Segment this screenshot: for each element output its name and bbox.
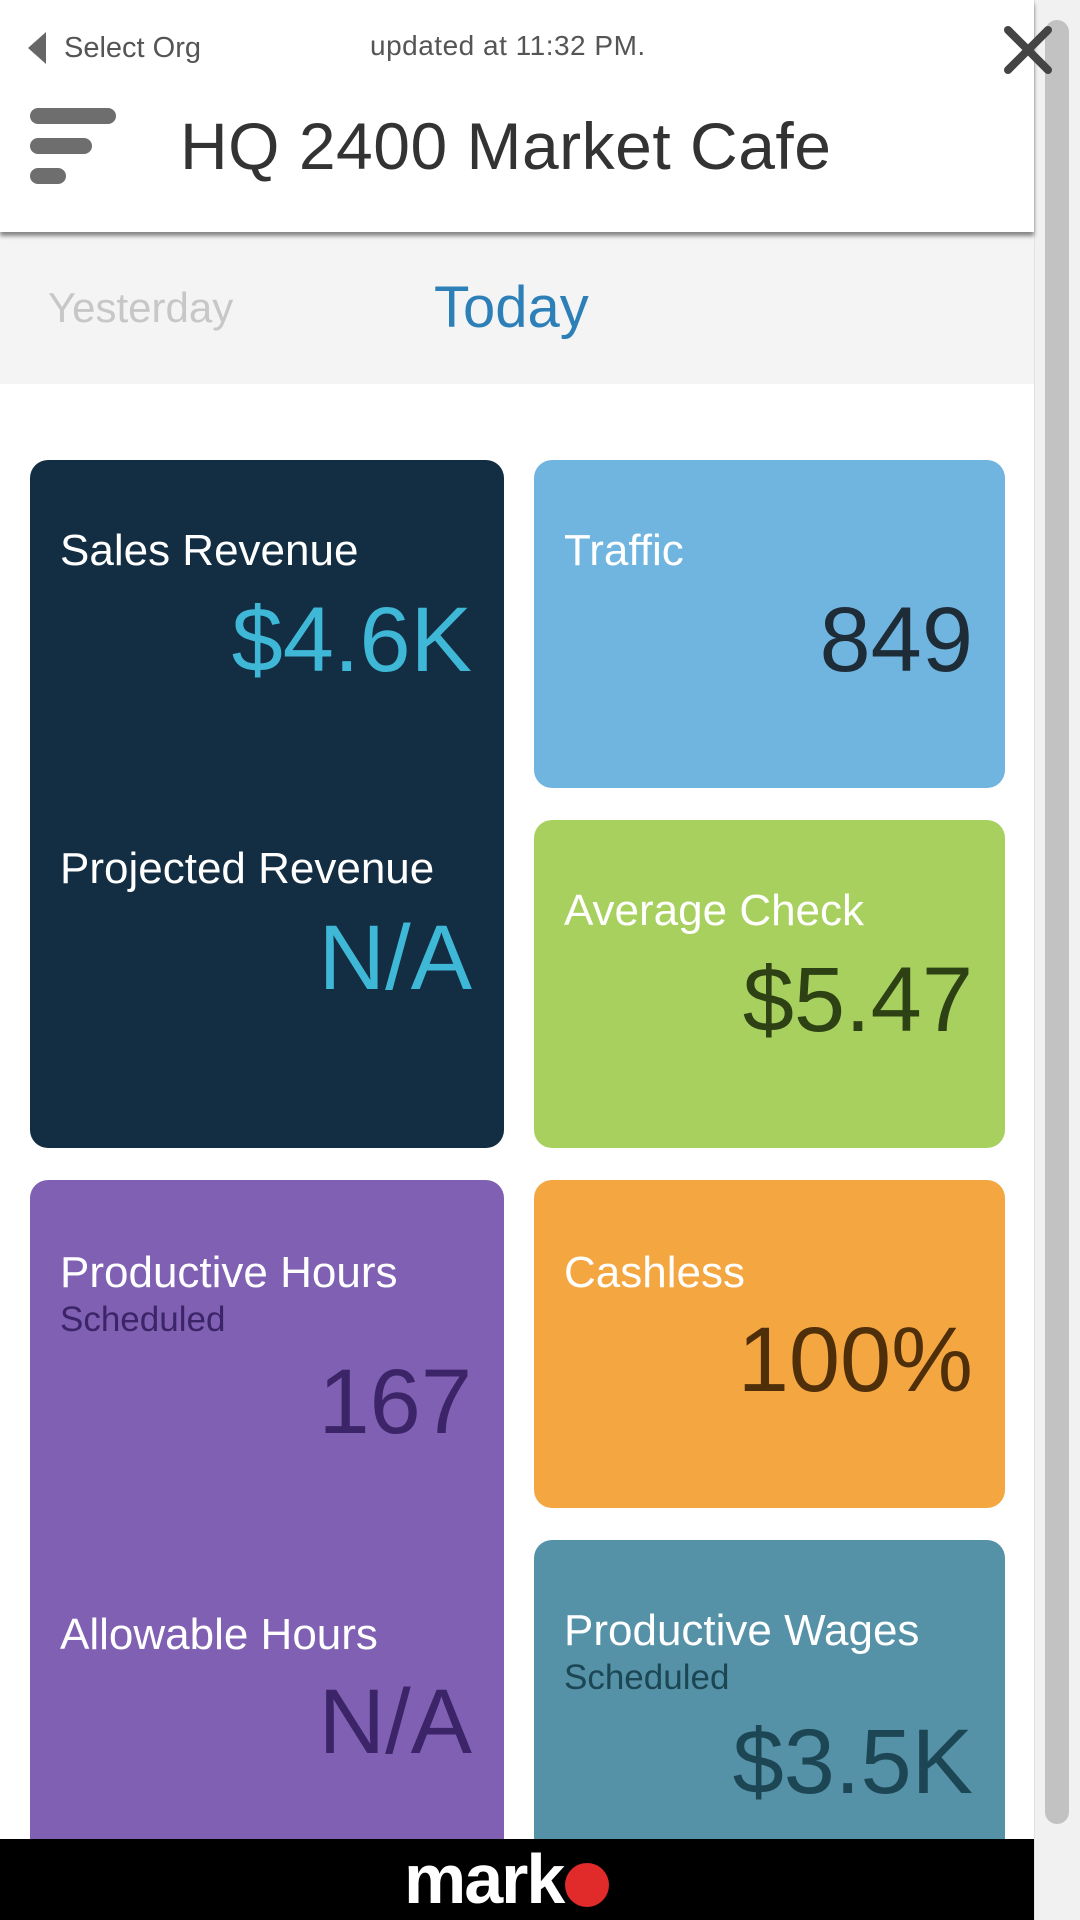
tab-yesterday[interactable]: Yesterday bbox=[48, 284, 234, 331]
allowable-hours-label: Allowable Hours bbox=[60, 1610, 378, 1659]
cashless-card[interactable]: Cashless 100% bbox=[534, 1180, 1005, 1508]
menu-icon[interactable] bbox=[30, 108, 116, 188]
close-icon[interactable] bbox=[1002, 24, 1054, 76]
productive-wages-sublabel: Scheduled bbox=[564, 1658, 730, 1697]
traffic-value: 849 bbox=[819, 589, 974, 691]
productive-hours-label: Productive Hours bbox=[60, 1248, 398, 1297]
traffic-card[interactable]: Traffic 849 bbox=[534, 460, 1005, 788]
brand-dot-icon bbox=[565, 1863, 610, 1907]
productive-hours-card[interactable]: Productive Hours Scheduled 167 Allowable… bbox=[30, 1180, 504, 1880]
brand-wordmark: mark bbox=[404, 1840, 565, 1918]
page-title: HQ 2400 Market Cafe bbox=[180, 109, 832, 183]
day-tabs: Yesterday Today bbox=[0, 232, 1034, 384]
allowable-hours-value: N/A bbox=[318, 1671, 472, 1773]
scrollbar-thumb[interactable] bbox=[1045, 20, 1069, 1824]
select-org-label: Select Org bbox=[64, 31, 201, 64]
sales-revenue-label: Sales Revenue bbox=[60, 526, 359, 575]
productive-wages-value: $3.5K bbox=[732, 1711, 973, 1813]
menu-bar-2 bbox=[30, 138, 92, 154]
brand-logo: mark bbox=[404, 1840, 610, 1918]
cashless-value: 100% bbox=[737, 1309, 973, 1411]
scrollbar-track[interactable] bbox=[1034, 0, 1080, 1920]
productive-wages-card[interactable]: Productive Wages Scheduled $3.5K bbox=[534, 1540, 1005, 1920]
sales-revenue-value: $4.6K bbox=[231, 589, 472, 691]
menu-bar-3 bbox=[30, 168, 66, 184]
average-check-label: Average Check bbox=[564, 886, 865, 935]
menu-bar-1 bbox=[30, 108, 116, 124]
productive-hours-value: 167 bbox=[318, 1351, 473, 1453]
average-check-value: $5.47 bbox=[742, 949, 973, 1051]
projected-revenue-label: Projected Revenue bbox=[60, 844, 435, 893]
top-bar: Select Org updated at 11:32 PM. HQ 2400 … bbox=[0, 0, 1034, 232]
projected-revenue-value: N/A bbox=[318, 907, 472, 1009]
tab-today[interactable]: Today bbox=[434, 275, 589, 340]
average-check-card[interactable]: Average Check $5.47 bbox=[534, 820, 1005, 1148]
sales-revenue-card[interactable]: Sales Revenue $4.6K Projected Revenue N/… bbox=[30, 460, 504, 1148]
productive-hours-sublabel: Scheduled bbox=[60, 1300, 226, 1339]
productive-wages-label: Productive Wages bbox=[564, 1606, 920, 1655]
footer-bar: mark bbox=[0, 1839, 1034, 1920]
traffic-label: Traffic bbox=[564, 526, 684, 575]
select-org-button[interactable]: Select Org bbox=[28, 28, 201, 68]
cashless-label: Cashless bbox=[564, 1248, 745, 1297]
back-arrow-icon bbox=[28, 32, 46, 64]
updated-timestamp: updated at 11:32 PM. bbox=[370, 30, 646, 61]
